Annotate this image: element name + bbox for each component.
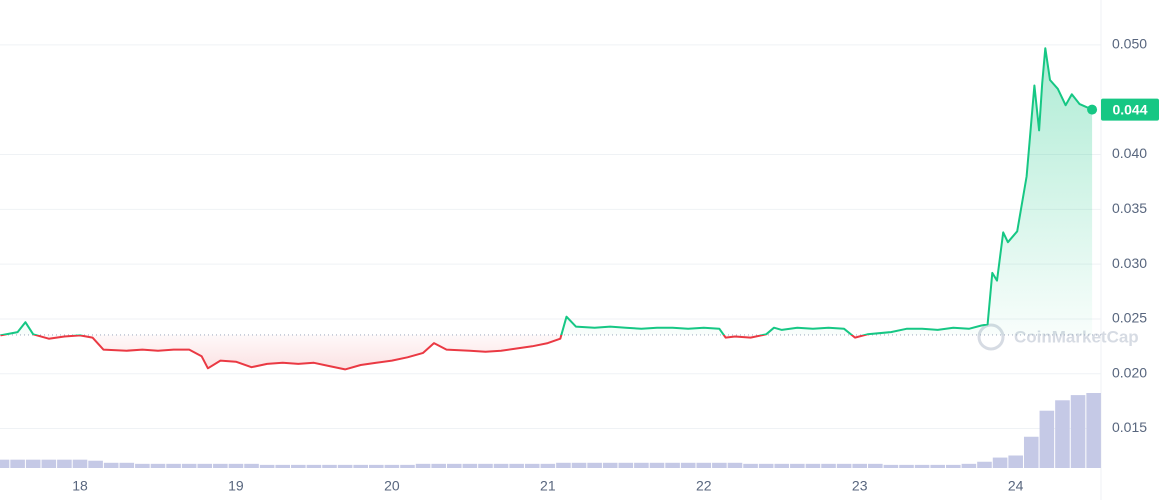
volume-bar xyxy=(696,462,712,468)
volume-bar xyxy=(0,459,10,468)
volume-bar xyxy=(1039,410,1055,468)
x-tick-label: 19 xyxy=(228,478,244,494)
volume-bar xyxy=(945,464,961,468)
volume-bar xyxy=(1086,393,1101,468)
price-badge-label: 0.044 xyxy=(1112,101,1147,117)
volume-bar xyxy=(1023,436,1039,468)
x-tick-label: 21 xyxy=(540,478,556,494)
volume-bar xyxy=(244,463,259,468)
volume-bar xyxy=(758,463,774,468)
volume-bar xyxy=(868,463,883,468)
last-point xyxy=(1087,104,1098,115)
volume-bar xyxy=(961,463,977,468)
volume-bar xyxy=(743,463,758,468)
volume-bar xyxy=(213,463,228,468)
y-tick-label: 0.050 xyxy=(1112,36,1147,52)
volume-bar xyxy=(57,459,72,468)
volume-bar xyxy=(977,461,992,468)
volume-bar xyxy=(446,463,462,468)
volume-bar xyxy=(712,462,727,468)
volume-bar xyxy=(41,459,57,468)
x-tick-label: 23 xyxy=(852,478,868,494)
volume-bar xyxy=(883,464,899,468)
volume-bar xyxy=(899,464,914,468)
volume-bar xyxy=(493,463,509,468)
volume-bar xyxy=(103,462,119,468)
volume-bar xyxy=(805,463,821,468)
volume-bar xyxy=(88,460,103,468)
volume-bar xyxy=(291,464,306,468)
y-tick-label: 0.030 xyxy=(1112,255,1147,271)
volume-bar xyxy=(930,464,945,468)
volume-bar xyxy=(790,463,805,468)
volume-bar xyxy=(540,463,556,468)
volume-bar xyxy=(135,463,150,468)
volume-bar xyxy=(602,462,618,468)
volume-bar xyxy=(197,463,213,468)
volume-bar xyxy=(618,462,634,468)
volume-bar xyxy=(119,462,135,468)
volume-bar xyxy=(25,459,41,468)
volume-bar xyxy=(337,464,353,468)
volume-bar xyxy=(322,464,337,468)
volume-bar xyxy=(556,462,571,468)
volume-bar xyxy=(914,464,930,468)
volume-bar xyxy=(634,462,649,468)
volume-bar xyxy=(368,464,384,468)
y-tick-label: 0.040 xyxy=(1112,145,1147,161)
y-tick-label: 0.025 xyxy=(1112,310,1147,326)
volume-bar xyxy=(72,459,88,468)
x-tick-label: 24 xyxy=(1008,478,1024,494)
volume-bar xyxy=(524,463,540,468)
y-tick-label: 0.015 xyxy=(1112,419,1147,435)
volume-bar xyxy=(992,457,1008,468)
volume-bar xyxy=(384,464,400,468)
volume-bar xyxy=(1008,455,1023,468)
y-tick-label: 0.020 xyxy=(1112,364,1147,380)
volume-bar xyxy=(836,463,852,468)
volume-bar xyxy=(649,462,665,468)
volume-bar xyxy=(821,463,836,468)
volume-bar xyxy=(1070,395,1086,468)
volume-bar xyxy=(774,463,790,468)
volume-bar xyxy=(462,463,478,468)
price-line xyxy=(0,47,1093,371)
x-tick-label: 22 xyxy=(696,478,712,494)
volume-bar xyxy=(259,464,275,468)
volume-bar xyxy=(571,462,587,468)
x-tick-label: 18 xyxy=(72,478,88,494)
volume-bar xyxy=(665,462,680,468)
volume-bar xyxy=(150,463,166,468)
volume-bar xyxy=(306,464,322,468)
x-tick-label: 20 xyxy=(384,478,400,494)
volume-bar xyxy=(727,462,743,468)
volume-bar xyxy=(509,463,524,468)
volume-bar xyxy=(353,464,368,468)
volume-bar xyxy=(415,463,431,468)
volume-bar xyxy=(228,463,244,468)
volume-bar xyxy=(680,462,696,468)
price-area xyxy=(0,48,1093,370)
y-tick-label: 0.035 xyxy=(1112,200,1147,216)
volume-bar xyxy=(10,459,25,468)
volume-bar xyxy=(478,463,493,468)
volume-bar xyxy=(181,463,197,468)
price-badge xyxy=(1101,98,1159,121)
volume-bar xyxy=(275,464,291,468)
volume-bar xyxy=(431,463,446,468)
volume-bar xyxy=(400,464,415,468)
volume-bar xyxy=(852,463,868,468)
volume-bar xyxy=(1055,400,1070,468)
volume-bar xyxy=(587,462,602,468)
volume-bar xyxy=(166,463,181,468)
